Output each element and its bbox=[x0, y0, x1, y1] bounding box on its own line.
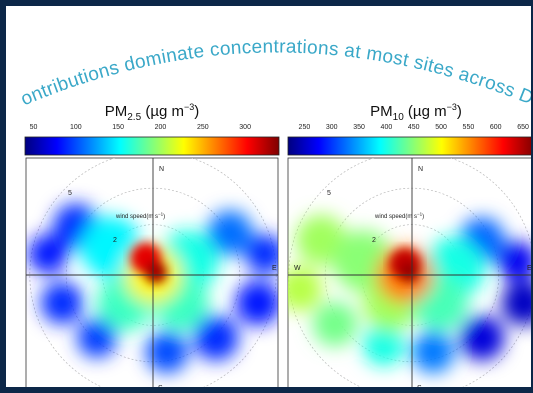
ring-label: 5 bbox=[68, 190, 72, 197]
concentration-core bbox=[130, 242, 167, 284]
panel-title: PM10 (µg m−3) bbox=[370, 102, 462, 123]
axis-label-close: ) bbox=[422, 214, 424, 220]
title-exponent: −3 bbox=[447, 102, 457, 112]
title-close: ) bbox=[194, 103, 199, 120]
colorbar-tick-label: 300 bbox=[326, 124, 338, 131]
title-close: ) bbox=[457, 103, 462, 120]
colorbar-tick-label: 300 bbox=[239, 124, 251, 131]
concentration-blob bbox=[235, 280, 278, 326]
colorbar-tick-label: 250 bbox=[197, 124, 209, 131]
concentration-blob bbox=[207, 210, 253, 256]
title-subscript: 2.5 bbox=[127, 112, 141, 123]
direction-east: E bbox=[527, 265, 532, 272]
ring-label: 2 bbox=[113, 237, 117, 244]
title-main: PM bbox=[370, 103, 393, 120]
plot-content bbox=[26, 158, 278, 387]
plot-content bbox=[288, 158, 531, 387]
colorbar-tick-label: 650 bbox=[517, 124, 529, 131]
title-main: PM bbox=[105, 103, 128, 120]
colorbar-tick-label: 550 bbox=[463, 124, 475, 131]
colorbar-tick-label: 400 bbox=[381, 124, 393, 131]
colorbar-tick-label: 250 bbox=[299, 124, 311, 131]
colorbar-tick-label: 50 bbox=[30, 124, 38, 131]
concentration-surface bbox=[28, 203, 278, 373]
colorbar-tick-label: 200 bbox=[155, 124, 167, 131]
concentration-blob bbox=[459, 315, 505, 361]
direction-south: S bbox=[417, 385, 422, 392]
direction-north: N bbox=[159, 166, 164, 173]
concentration-blob bbox=[399, 262, 420, 283]
concentration-blob bbox=[41, 282, 83, 324]
concentration-blob bbox=[245, 234, 278, 274]
concentration-blob bbox=[77, 318, 117, 358]
concentration-blob bbox=[497, 241, 531, 281]
concentration-blob bbox=[312, 301, 358, 347]
axis-label-text: wind speed(m s bbox=[374, 214, 417, 220]
concentration-blob bbox=[28, 234, 68, 274]
wind-speed-axis-label: wind speed(m s−1) bbox=[374, 212, 424, 221]
title-unit: (µg m bbox=[141, 103, 184, 120]
concentration-blob bbox=[80, 216, 142, 278]
colorbar-tick-label: 150 bbox=[112, 124, 124, 131]
concentration-blob bbox=[288, 266, 323, 312]
colorbar bbox=[287, 136, 531, 156]
direction-west: W bbox=[294, 265, 301, 272]
concentration-blob bbox=[363, 324, 405, 366]
colorbar-tick-label: 600 bbox=[490, 124, 502, 131]
direction-east: E bbox=[272, 265, 277, 272]
ring-label: 5 bbox=[327, 190, 331, 197]
colorbar bbox=[24, 136, 280, 156]
colorbar-tick-label: 500 bbox=[435, 124, 447, 131]
polar-plot-panel-2: PM10 (µg m−3) 250 300 350 400 450 500 550 600 650… bbox=[287, 102, 532, 392]
wind-speed-axis-label: wind speed(m s−1) bbox=[115, 212, 165, 221]
title-unit: (µg m bbox=[404, 103, 447, 120]
concentration-blob bbox=[144, 261, 167, 284]
axis-label-exponent: −1 bbox=[417, 212, 423, 217]
figure-canvas: ontributions dominate concentrations at … bbox=[18, 36, 532, 392]
colorbar-tick-label: 450 bbox=[408, 124, 420, 131]
axis-label-close: ) bbox=[163, 214, 165, 220]
ring-label: 2 bbox=[372, 237, 376, 244]
colorbar-tick-label: 350 bbox=[353, 124, 365, 131]
colorbar-tick-label: 100 bbox=[70, 124, 82, 131]
concentration-blob bbox=[193, 315, 239, 361]
panel-title: PM2.5 (µg m−3) bbox=[105, 102, 199, 123]
title-exponent: −3 bbox=[184, 102, 194, 112]
direction-south: S bbox=[158, 385, 163, 392]
axis-label-exponent: −1 bbox=[158, 212, 164, 217]
axis-label-text: wind speed(m s bbox=[115, 214, 158, 220]
concentration-blob bbox=[146, 331, 188, 373]
concentration-blob bbox=[412, 331, 454, 373]
concentration-core bbox=[389, 248, 421, 283]
direction-north: N bbox=[418, 166, 423, 173]
title-subscript: 10 bbox=[393, 112, 405, 123]
concentration-blob bbox=[501, 280, 531, 326]
concentration-surface bbox=[288, 214, 531, 373]
